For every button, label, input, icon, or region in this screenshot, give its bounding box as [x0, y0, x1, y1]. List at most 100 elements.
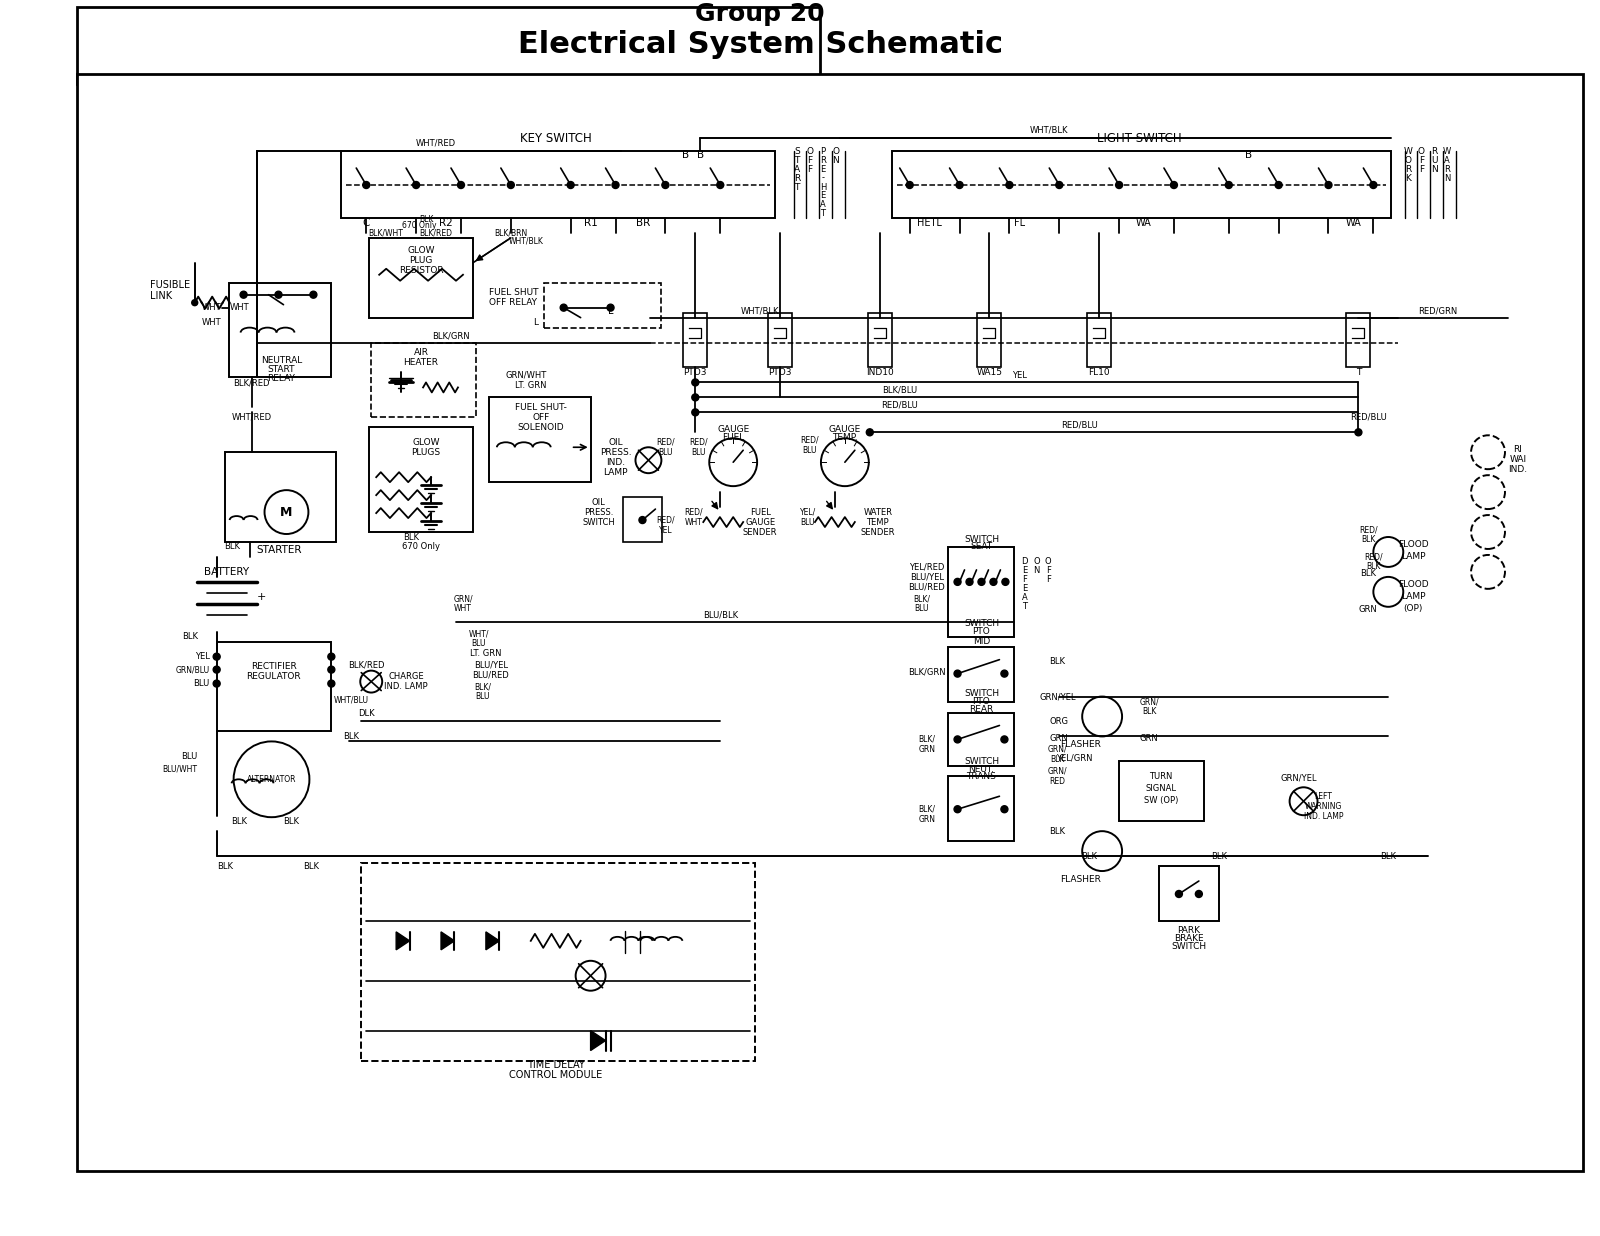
Text: C: C [363, 218, 370, 227]
Text: +: + [258, 592, 266, 602]
Text: GRN/: GRN/ [1139, 697, 1158, 706]
Text: SWITCH: SWITCH [963, 688, 998, 698]
Text: BLK: BLK [419, 215, 434, 225]
Text: BLK: BLK [304, 861, 320, 870]
Circle shape [966, 578, 973, 586]
Text: RED/BLU: RED/BLU [1350, 413, 1387, 421]
Text: FL: FL [1014, 218, 1026, 227]
Text: RED/BLU: RED/BLU [1061, 420, 1098, 430]
Bar [947, 646, 1014, 702]
Circle shape [1470, 555, 1506, 588]
Text: GRN: GRN [918, 745, 934, 754]
Circle shape [1002, 578, 1010, 586]
Bar [622, 497, 662, 543]
Text: Electrical System Schematic: Electrical System Schematic [518, 30, 1003, 59]
Text: PTO3: PTO3 [768, 368, 792, 377]
Text: RED/: RED/ [656, 515, 675, 524]
Bar [683, 313, 707, 367]
Text: T: T [794, 156, 800, 164]
Circle shape [957, 182, 963, 189]
Circle shape [328, 680, 334, 687]
Text: BLU/YEL: BLU/YEL [474, 660, 507, 669]
Bar [1118, 761, 1203, 821]
Text: PLUGS: PLUGS [411, 447, 440, 457]
Text: BLU: BLU [475, 692, 490, 701]
Circle shape [234, 742, 309, 817]
Text: RED/: RED/ [690, 438, 707, 446]
Text: PTO: PTO [973, 627, 990, 637]
Text: R: R [1430, 147, 1437, 156]
Text: BLK: BLK [1050, 827, 1066, 836]
Text: TURN: TURN [1149, 771, 1173, 781]
Text: RED/: RED/ [1365, 552, 1382, 561]
Text: (OP): (OP) [1403, 604, 1422, 613]
Text: F: F [1419, 164, 1424, 173]
Text: RED/GRN: RED/GRN [1419, 307, 1458, 315]
Circle shape [990, 578, 997, 586]
Text: FLOOD: FLOOD [1398, 540, 1429, 550]
Text: R: R [819, 156, 826, 164]
Circle shape [310, 292, 317, 298]
Text: N: N [1430, 164, 1437, 173]
Text: S: S [794, 147, 800, 156]
Bar [229, 283, 331, 377]
Circle shape [1002, 735, 1008, 743]
Circle shape [613, 182, 619, 189]
Text: GRN: GRN [1139, 734, 1158, 743]
Text: LIGHT SWITCH: LIGHT SWITCH [1096, 132, 1181, 145]
Circle shape [606, 304, 614, 311]
Polygon shape [397, 932, 410, 949]
Text: WHT/: WHT/ [469, 629, 490, 638]
Text: T: T [1355, 368, 1362, 377]
Circle shape [1082, 697, 1122, 737]
Text: F: F [1046, 566, 1051, 576]
Circle shape [1373, 536, 1403, 567]
Text: OFF RELAY: OFF RELAY [490, 298, 538, 308]
Circle shape [458, 182, 464, 189]
Text: BLU/RED: BLU/RED [472, 670, 509, 679]
Text: E: E [1022, 566, 1027, 576]
Text: FLASHER: FLASHER [1059, 875, 1101, 884]
Text: ORG: ORG [1050, 717, 1069, 726]
Text: IND. LAMP: IND. LAMP [1304, 812, 1344, 821]
Text: OFF: OFF [533, 413, 549, 421]
Circle shape [1325, 182, 1331, 189]
Text: LAMP: LAMP [1402, 592, 1426, 602]
Text: B: B [682, 150, 690, 161]
Circle shape [413, 182, 419, 189]
Text: BLK/: BLK/ [918, 805, 934, 813]
Bar [978, 313, 1002, 367]
Text: PARK: PARK [1178, 926, 1200, 936]
Text: YEL: YEL [195, 653, 210, 661]
Text: PRESS.: PRESS. [584, 508, 613, 517]
Text: WHT: WHT [202, 303, 222, 313]
Text: GRN/: GRN/ [453, 595, 472, 603]
Circle shape [1002, 806, 1008, 813]
Circle shape [507, 182, 514, 189]
Text: GRN/YEL: GRN/YEL [1280, 774, 1317, 782]
Circle shape [1171, 182, 1178, 189]
Text: YEL/RED: YEL/RED [909, 562, 944, 571]
Text: WA: WA [1346, 218, 1362, 227]
Text: F: F [1022, 576, 1027, 585]
Circle shape [560, 304, 566, 311]
Text: YEL: YEL [1011, 371, 1027, 379]
Text: E: E [1022, 585, 1027, 593]
Text: O: O [832, 147, 840, 156]
Circle shape [213, 680, 221, 687]
Text: M: M [280, 506, 293, 519]
Circle shape [213, 666, 221, 674]
Text: BLK/BRN: BLK/BRN [494, 229, 528, 237]
Text: GRN/YEL: GRN/YEL [1038, 692, 1075, 701]
Circle shape [1176, 890, 1182, 897]
Text: WHT/RED: WHT/RED [232, 413, 272, 421]
Text: BLK: BLK [283, 817, 299, 826]
Text: MID: MID [973, 638, 990, 646]
Bar [371, 342, 475, 418]
Text: SENDER: SENDER [742, 528, 778, 536]
Text: STARTER: STARTER [256, 545, 302, 555]
Text: GRN: GRN [1050, 734, 1069, 743]
Text: B: B [1245, 150, 1253, 161]
Text: FL10: FL10 [1088, 368, 1110, 377]
Text: Group 20: Group 20 [696, 2, 826, 26]
